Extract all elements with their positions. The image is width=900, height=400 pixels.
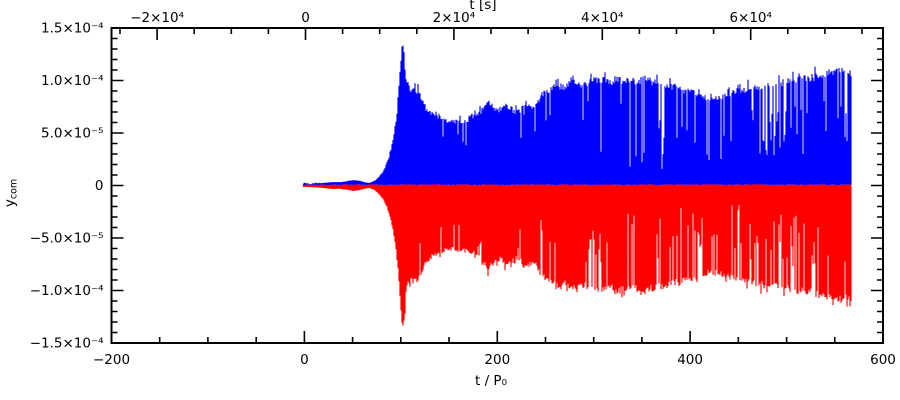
- top-tick-label: 2×10⁴: [433, 10, 476, 26]
- x-axis-title: t / P₀: [475, 373, 507, 389]
- y-axis-title-base: y: [2, 199, 18, 207]
- top-tick-label: −2×10⁴: [130, 10, 184, 26]
- x-tick-label: 600: [870, 352, 896, 368]
- y-axis-title: ycom: [2, 179, 20, 207]
- series-positive-blue: [302, 45, 852, 185]
- y-tick-label: 0: [95, 178, 104, 194]
- top-axis-ticks: [119, 28, 863, 40]
- top-axis-title: t [s]: [469, 0, 496, 13]
- zero-line-blue-speckle: [303, 182, 852, 185]
- top-tick-label: 4×10⁴: [581, 10, 624, 26]
- x-tick-label: 0: [300, 352, 309, 368]
- y-axis-title-sub: com: [9, 179, 20, 199]
- y-tick-label: −1.5×10⁻⁴: [30, 336, 104, 352]
- top-tick-label: 0: [301, 10, 310, 26]
- left-axis-ticks: [111, 27, 124, 344]
- x-tick-label: −200: [93, 352, 130, 368]
- right-axis-ticks: [871, 27, 883, 344]
- series-negative-red: [302, 186, 852, 326]
- x-tick-label: 200: [484, 352, 510, 368]
- bottom-axis-ticks: [110, 331, 884, 343]
- y-tick-label: 1.5×10⁻⁴: [41, 21, 104, 37]
- x-tick-label: 400: [677, 352, 703, 368]
- y-tick-label: −5.0×10⁻⁵: [30, 231, 104, 247]
- zero-line-red-speckle: [307, 184, 851, 187]
- y-tick-label: 1.0×10⁻⁴: [41, 73, 104, 89]
- top-tick-label: 6×10⁴: [729, 10, 772, 26]
- y-tick-label: 5.0×10⁻⁵: [41, 126, 104, 142]
- y-tick-label: −1.0×10⁻⁴: [30, 283, 104, 299]
